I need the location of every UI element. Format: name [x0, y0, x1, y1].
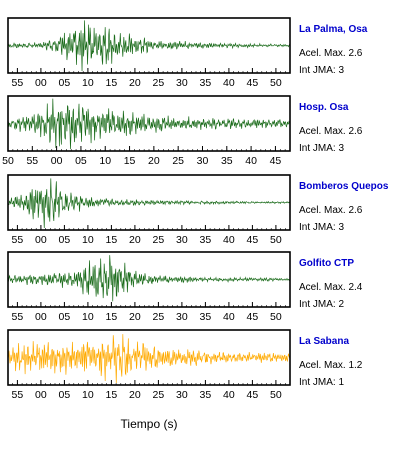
station-label-4: Golfito CTP [299, 258, 354, 269]
tick-label: 25 [153, 234, 165, 246]
tick-label: 45 [247, 234, 259, 246]
accel-label-1: Acel. Max. 2.6 [299, 48, 363, 59]
tick-label: 45 [247, 311, 259, 323]
accel-label-4: Acel. Max. 2.4 [299, 282, 363, 293]
waveform-4 [8, 255, 291, 302]
tick-label: 15 [124, 155, 136, 167]
tick-label: 00 [35, 234, 47, 246]
tick-label: 45 [247, 389, 259, 401]
waveform-1 [7, 20, 291, 71]
tick-label: 55 [12, 234, 24, 246]
tick-label: 35 [221, 155, 233, 167]
tick-label: 25 [153, 77, 165, 89]
tick-label: 20 [129, 77, 141, 89]
tick-label: 35 [200, 234, 212, 246]
tick-label: 10 [82, 311, 94, 323]
tick-label: 15 [106, 389, 118, 401]
accel-label-2: Acel. Max. 2.6 [299, 126, 363, 137]
jma-label-2: Int JMA: 3 [299, 143, 345, 154]
tick-label: 05 [59, 311, 71, 323]
waveform-3 [7, 178, 291, 229]
jma-label-5: Int JMA: 1 [299, 377, 345, 388]
tick-label: 10 [99, 155, 111, 167]
station-label-1: La Palma, Osa [299, 24, 368, 35]
tick-label: 40 [223, 77, 235, 89]
tick-label: 10 [82, 234, 94, 246]
tick-label: 55 [26, 155, 38, 167]
accel-label-3: Acel. Max. 2.6 [299, 205, 363, 216]
tick-label: 45 [247, 77, 259, 89]
tick-label: 35 [200, 311, 212, 323]
tick-label: 40 [223, 389, 235, 401]
tick-label: 30 [176, 389, 188, 401]
tick-label: 10 [82, 77, 94, 89]
tick-label: 05 [59, 234, 71, 246]
tick-label: 40 [223, 234, 235, 246]
tick-label: 20 [129, 389, 141, 401]
tick-label: 30 [176, 311, 188, 323]
tick-label: 50 [2, 155, 14, 167]
station-label-3: Bomberos Quepos [299, 181, 389, 192]
tick-label: 15 [106, 234, 118, 246]
tick-label: 50 [270, 311, 282, 323]
x-axis-label: Tiempo (s) [120, 417, 178, 431]
tick-label: 20 [129, 234, 141, 246]
tick-label: 35 [200, 389, 212, 401]
tick-label: 50 [270, 389, 282, 401]
tick-label: 40 [223, 311, 235, 323]
tick-label: 20 [129, 311, 141, 323]
tick-label: 05 [59, 389, 71, 401]
tick-label: 40 [245, 155, 257, 167]
tick-label: 30 [176, 234, 188, 246]
tick-label: 45 [270, 155, 282, 167]
tick-label: 00 [35, 311, 47, 323]
tick-label: 20 [148, 155, 160, 167]
tick-label: 55 [12, 389, 24, 401]
tick-label: 50 [270, 234, 282, 246]
station-label-5: La Sabana [299, 336, 350, 347]
jma-label-1: Int JMA: 3 [299, 65, 345, 76]
tick-label: 35 [200, 77, 212, 89]
tick-label: 05 [59, 77, 71, 89]
tick-label: 15 [106, 77, 118, 89]
accel-label-5: Acel. Max. 1.2 [299, 360, 363, 371]
tick-label: 00 [51, 155, 63, 167]
jma-label-4: Int JMA: 2 [299, 299, 345, 310]
tick-label: 25 [153, 311, 165, 323]
tick-label: 25 [153, 389, 165, 401]
tick-label: 30 [197, 155, 209, 167]
waveform-2 [7, 98, 291, 150]
station-label-2: Hosp. Osa [299, 102, 349, 113]
tick-label: 15 [106, 311, 118, 323]
waveform-5 [7, 334, 291, 384]
tick-label: 00 [35, 389, 47, 401]
tick-label: 50 [270, 77, 282, 89]
tick-label: 55 [12, 77, 24, 89]
tick-label: 10 [82, 389, 94, 401]
jma-label-3: Int JMA: 3 [299, 222, 345, 233]
tick-label: 30 [176, 77, 188, 89]
tick-label: 25 [172, 155, 184, 167]
tick-label: 05 [75, 155, 87, 167]
tick-label: 55 [12, 311, 24, 323]
tick-label: 00 [35, 77, 47, 89]
